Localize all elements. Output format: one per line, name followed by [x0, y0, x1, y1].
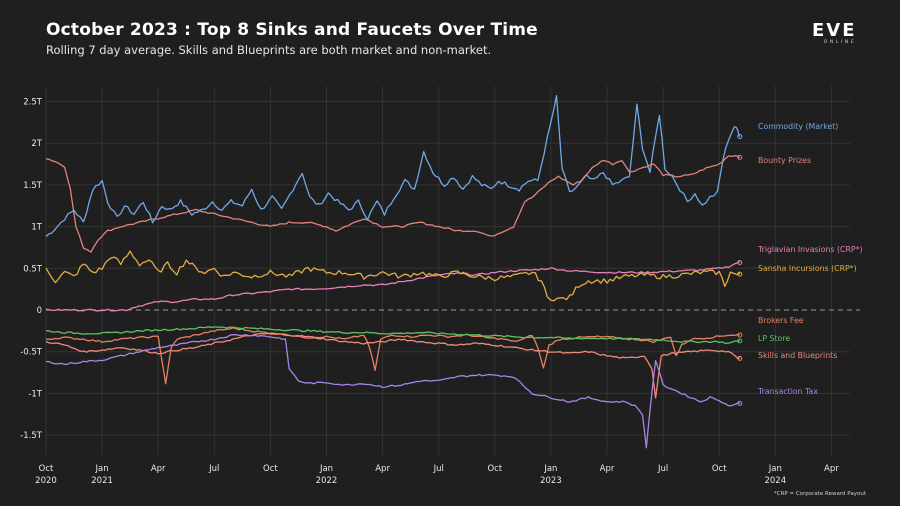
series-end-dot-transaction-tax	[737, 400, 743, 406]
series-line-skills-and-blueprints	[45, 332, 740, 399]
series-line-transaction-tax	[45, 334, 741, 449]
y-tick-label: 2T	[31, 139, 42, 149]
series-line-brokers-fee	[45, 327, 740, 385]
x-tick-label: Apr	[375, 464, 390, 474]
series-label-commodity-market: Commodity (Market)	[758, 122, 838, 131]
logo-subtext: ONLINE	[823, 40, 857, 45]
y-tick-label: -0.5T	[20, 348, 43, 358]
series-label-transaction-tax: Transaction Tax	[757, 387, 818, 396]
logo-word: EVE	[812, 20, 857, 41]
chart-title: October 2023 : Top 8 Sinks and Faucets O…	[46, 20, 538, 40]
x-tick-label: Jan	[95, 464, 109, 474]
x-tick-label: Oct	[487, 464, 502, 474]
series-end-dot-lp-store	[737, 338, 743, 344]
series-end-dot-sansha-incursions-crp	[737, 271, 743, 277]
x-axis-ticks: Oct 2020 Jan 2021 Apr Jul Oct Jan 2022 Apr Jul Oct J…	[35, 464, 839, 486]
x-tick-label: Apr	[600, 464, 615, 474]
x-tick-year: 2023	[540, 476, 562, 486]
series-label-skills-and-blueprints: Skills and Blueprints	[758, 351, 837, 360]
x-tick-year: 2020	[35, 476, 57, 486]
x-tick-label: Jul	[657, 464, 668, 474]
series-end-dot-commodity-market	[737, 134, 743, 140]
series-end-dot-skills-and-blueprints	[737, 355, 743, 361]
x-tick-label: Apr	[824, 464, 839, 474]
series-end-dot-bounty-prizes	[737, 154, 743, 160]
series-label-brokers-fee: Brokers Fee	[758, 316, 804, 325]
x-tick-label: Jul	[433, 464, 444, 474]
x-tick-year: 2024	[764, 476, 786, 486]
series-line-sansha-incursions-crp	[45, 250, 741, 302]
y-tick-label: -1.5T	[20, 431, 43, 441]
x-tick-label: Oct	[39, 464, 54, 474]
x-tick-label: Jan	[319, 464, 333, 474]
y-axis-ticks: 2.5T 2T 1.5T 1T 0.5T 0 -0.5T -1T -1.5T	[20, 98, 43, 442]
grid-lines	[45, 86, 850, 455]
series-line-bounty-prizes	[45, 155, 740, 253]
x-tick-year: 2021	[91, 476, 113, 486]
series-label-triglavian-invasions-crp: Triglavian Invasions (CRP*)	[757, 245, 863, 254]
chart-subtitle: Rolling 7 day average. Skills and Bluepr…	[46, 43, 492, 57]
series-line-lp-store	[45, 326, 740, 345]
y-tick-label: 1.5T	[23, 181, 43, 191]
series-labels: Commodity (Market) Bounty Prizes Triglavia…	[757, 122, 863, 396]
series-end-dot-triglavian-invasions-crp	[737, 259, 743, 265]
y-tick-label: -1T	[28, 389, 42, 399]
x-tick-label: Jan	[543, 464, 557, 474]
series-line-triglavian-invasions-crp	[45, 261, 741, 312]
x-tick-year: 2022	[316, 476, 338, 486]
y-tick-label: 2.5T	[23, 98, 43, 108]
x-tick-label: Oct	[263, 464, 278, 474]
series-label-lp-store: LP Store	[758, 334, 790, 343]
x-tick-label: Oct	[712, 464, 727, 474]
series-label-sansha-incursions-crp: Sansha Incursions (CRP*)	[758, 264, 857, 273]
series-line-commodity-market	[45, 94, 741, 238]
x-tick-label: Jan	[768, 464, 782, 474]
x-tick-label: Apr	[151, 464, 166, 474]
series-lines	[45, 94, 743, 449]
footnote: *CRP = Corporate Reward Payout	[773, 491, 866, 497]
y-tick-label: 0	[37, 306, 42, 316]
eve-online-logo: EVE ONLINE	[812, 22, 868, 48]
y-tick-label: 0.5T	[23, 264, 43, 274]
y-tick-label: 1T	[31, 223, 42, 233]
series-label-bounty-prizes: Bounty Prizes	[758, 156, 811, 165]
series-end-dot-brokers-fee	[737, 332, 743, 338]
x-tick-label: Jul	[208, 464, 219, 474]
